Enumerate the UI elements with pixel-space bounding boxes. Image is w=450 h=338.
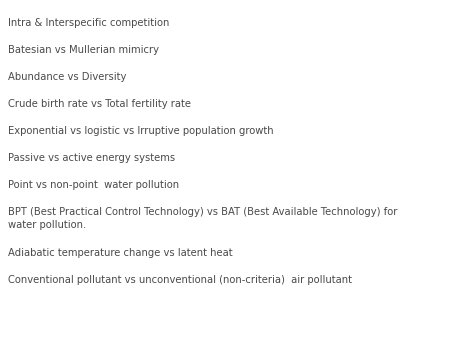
Text: Exponential vs logistic vs Irruptive population growth: Exponential vs logistic vs Irruptive pop…	[8, 126, 274, 136]
Text: Crude birth rate vs Total fertility rate: Crude birth rate vs Total fertility rate	[8, 99, 191, 109]
Text: Adiabatic temperature change vs latent heat: Adiabatic temperature change vs latent h…	[8, 248, 233, 258]
Text: Passive vs active energy systems: Passive vs active energy systems	[8, 153, 175, 163]
Text: Batesian vs Mullerian mimicry: Batesian vs Mullerian mimicry	[8, 45, 159, 55]
Text: Intra & Interspecific competition: Intra & Interspecific competition	[8, 18, 169, 28]
Text: Abundance vs Diversity: Abundance vs Diversity	[8, 72, 126, 82]
Text: Conventional pollutant vs unconventional (non-criteria)  air pollutant: Conventional pollutant vs unconventional…	[8, 275, 352, 285]
Text: BPT (Best Practical Control Technology) vs BAT (Best Available Technology) for
w: BPT (Best Practical Control Technology) …	[8, 207, 397, 230]
Text: Point vs non-point  water pollution: Point vs non-point water pollution	[8, 180, 179, 190]
